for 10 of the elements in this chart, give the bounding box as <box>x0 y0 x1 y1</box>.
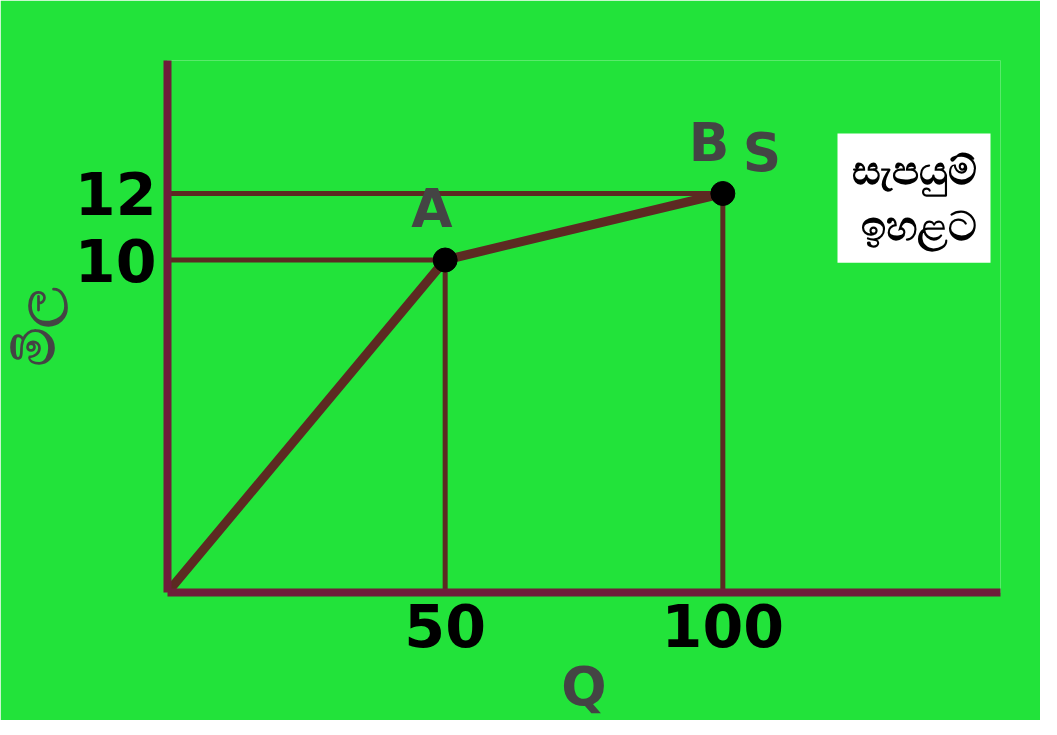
x-tick-label: 50 <box>404 592 486 661</box>
annotation: A <box>411 177 454 240</box>
x-axis-title: Q <box>561 654 607 718</box>
y-tick-label: 12 <box>74 161 157 229</box>
annotation: සැපයුම් ඉහළට <box>851 147 977 252</box>
x-tick-label: 100 <box>661 592 785 661</box>
y-axis-title: මිල <box>3 286 68 366</box>
annotation: B <box>688 110 730 174</box>
y-tick-label: 10 <box>74 227 157 296</box>
series-label: S <box>742 120 782 184</box>
